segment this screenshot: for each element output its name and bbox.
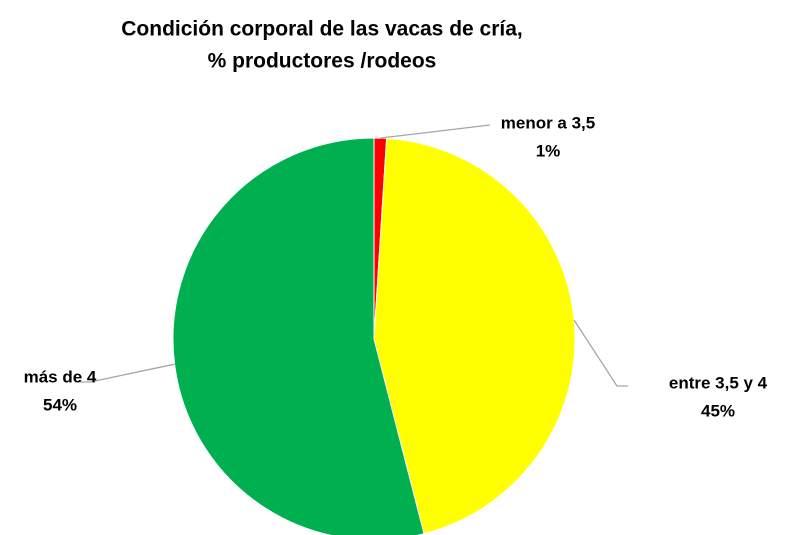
leader-line — [573, 319, 628, 387]
data-label-category: entre 3,5 y 4 — [669, 373, 768, 392]
pie-slice — [373, 137, 576, 535]
data-label-value: 1% — [536, 141, 561, 160]
leader-line — [80, 363, 175, 383]
chart-title: % productores /rodeos — [208, 50, 437, 73]
leader-line — [380, 124, 491, 139]
data-label-category: menor a 3,5 — [501, 113, 596, 132]
data-label-category: más de 4 — [24, 367, 97, 386]
chart-title: Condición corporal de las vacas de cría, — [121, 18, 522, 41]
data-label-value: 45% — [701, 401, 735, 420]
data-label-value: 54% — [43, 395, 77, 414]
